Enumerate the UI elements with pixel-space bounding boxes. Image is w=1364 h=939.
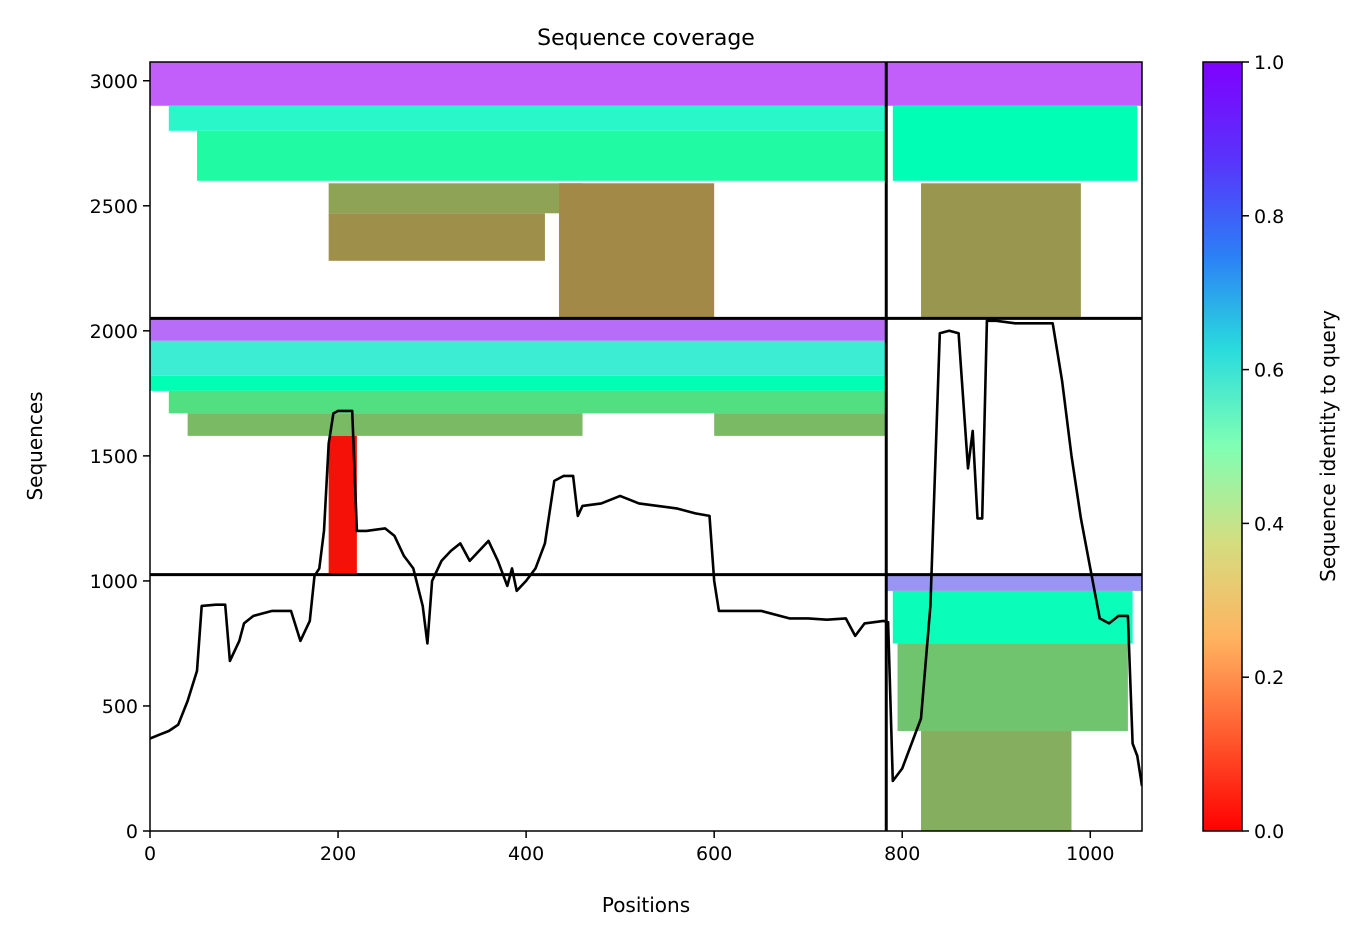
coverage-band	[921, 183, 1081, 319]
coverage-band	[150, 340, 887, 376]
colorbar-tick-label: 0.2	[1254, 667, 1284, 689]
coverage-band	[897, 643, 1128, 731]
coverage-band	[328, 183, 583, 214]
x-tick-label: 1000	[1066, 843, 1114, 865]
y-axis: 0 500 1000 1500 2000 2500 3000	[90, 71, 150, 843]
x-tick-label: 600	[696, 843, 732, 865]
coverage-band	[714, 413, 887, 436]
x-axis: 0 200 400 600 800 1000	[144, 831, 1114, 865]
coverage-line	[150, 319, 1142, 787]
y-tick-label: 500	[102, 696, 138, 718]
coverage-band	[886, 62, 1142, 106]
colorbar-label: Sequence identity to query	[1316, 310, 1340, 582]
y-tick-label: 1500	[90, 446, 138, 468]
y-tick-label: 3000	[90, 71, 138, 93]
y-axis-label: Sequences	[23, 391, 47, 500]
coverage-band	[168, 390, 887, 414]
coverage-band	[328, 435, 357, 575]
x-tick-label: 400	[508, 843, 544, 865]
coverage-band	[168, 105, 887, 131]
x-axis-label: Positions	[602, 893, 690, 917]
coverage-band	[886, 574, 1142, 591]
colorbar-ticks: 0.0 0.2 0.4 0.6 0.8 1.0	[1242, 52, 1284, 843]
coverage-band	[892, 590, 1133, 644]
colorbar-tick-label: 0.8	[1254, 206, 1284, 228]
y-tick-label: 1000	[90, 571, 138, 593]
x-tick-label: 800	[884, 843, 920, 865]
coverage-band	[328, 213, 545, 261]
coverage-band	[197, 130, 887, 181]
y-tick-label: 2000	[90, 321, 138, 343]
colorbar-tick-label: 0.4	[1254, 513, 1284, 535]
coverage-band	[921, 730, 1072, 831]
colorbar-tick-label: 1.0	[1254, 52, 1284, 74]
plot-area	[150, 62, 1142, 831]
coverage-band	[150, 62, 887, 106]
plot-frame	[149, 61, 1143, 832]
coverage-band	[187, 413, 583, 436]
coverage-band	[559, 183, 715, 319]
colorbar-gradient	[1202, 61, 1243, 832]
colorbar-tick-label: 0.0	[1254, 821, 1284, 843]
x-tick-label: 0	[144, 843, 156, 865]
y-tick-label: 0	[126, 821, 138, 843]
chart-title: Sequence coverage	[537, 26, 755, 51]
x-tick-label: 200	[320, 843, 356, 865]
coverage-band	[150, 318, 887, 341]
y-tick-label: 2500	[90, 196, 138, 218]
colorbar-tick-label: 0.6	[1254, 360, 1284, 382]
coverage-band	[150, 375, 887, 391]
colorbar: 0.0 0.2 0.4 0.6 0.8 1.0 Sequence identity to …	[1202, 52, 1340, 843]
coverage-band	[892, 105, 1138, 181]
